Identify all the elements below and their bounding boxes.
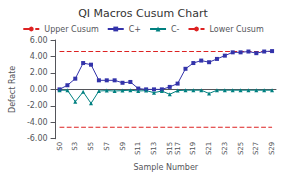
svg-text:S15: S15 <box>166 142 174 155</box>
svg-text:C+: C+ <box>129 25 141 34</box>
svg-text:S21: S21 <box>205 142 213 155</box>
svg-text:S25: S25 <box>237 142 245 155</box>
svg-text:S17: S17 <box>174 142 182 155</box>
svg-text:Sample Number: Sample Number <box>133 163 198 172</box>
svg-text:4.00: 4.00 <box>30 52 48 61</box>
svg-text:Defect Rate: Defect Rate <box>8 66 17 113</box>
svg-text:S27: S27 <box>252 142 260 155</box>
svg-text:-4.00: -4.00 <box>27 118 48 127</box>
svg-text:S5: S5 <box>87 142 95 151</box>
svg-text:S7: S7 <box>103 142 111 151</box>
svg-text:S23: S23 <box>221 142 229 155</box>
svg-text:Upper Cusum: Upper Cusum <box>44 25 99 34</box>
svg-text:C-: C- <box>171 25 180 34</box>
svg-text:Lower Cusum: Lower Cusum <box>210 25 264 34</box>
svg-text:S19: S19 <box>189 142 197 155</box>
svg-text:S29: S29 <box>268 142 276 155</box>
svg-text:0.00: 0.00 <box>30 85 48 94</box>
svg-text:6.00: 6.00 <box>30 36 48 45</box>
svg-text:-2.00: -2.00 <box>27 101 48 110</box>
svg-text:S11: S11 <box>134 142 142 155</box>
svg-text:-6.00: -6.00 <box>27 134 48 143</box>
svg-text:S9: S9 <box>119 142 127 151</box>
svg-text:S0: S0 <box>56 142 64 151</box>
svg-text:QI Macros Cusum Chart: QI Macros Cusum Chart <box>78 7 208 20</box>
svg-text:2.00: 2.00 <box>30 68 48 77</box>
svg-text:S3: S3 <box>71 142 79 151</box>
svg-text:S13: S13 <box>150 142 158 155</box>
